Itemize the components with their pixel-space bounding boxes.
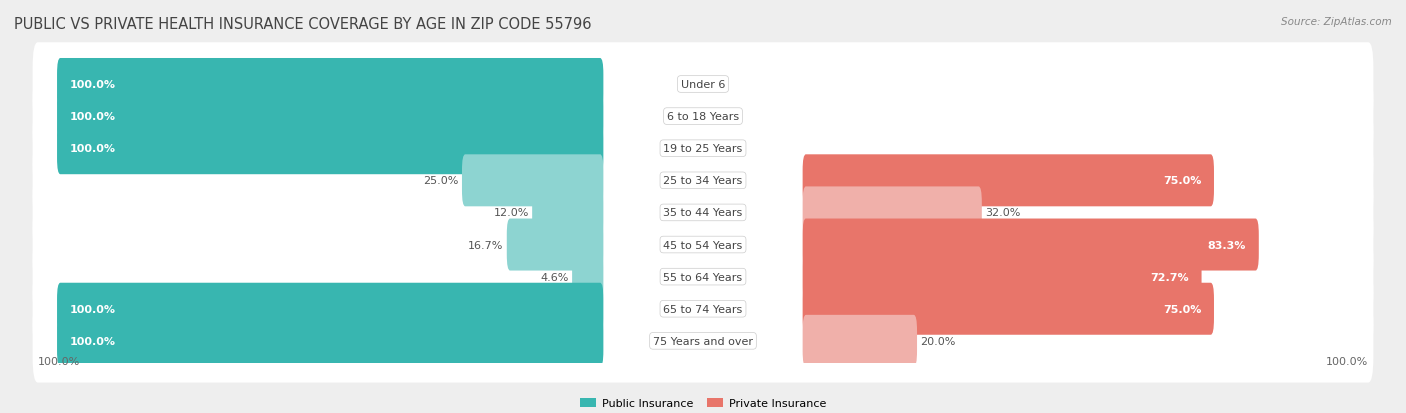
FancyBboxPatch shape (32, 171, 1374, 254)
FancyBboxPatch shape (58, 315, 603, 367)
Text: 32.0%: 32.0% (986, 208, 1021, 218)
FancyBboxPatch shape (32, 299, 1374, 383)
FancyBboxPatch shape (531, 187, 603, 239)
Text: 65 to 74 Years: 65 to 74 Years (664, 304, 742, 314)
FancyBboxPatch shape (32, 139, 1374, 223)
Legend: Public Insurance, Private Insurance: Public Insurance, Private Insurance (579, 398, 827, 408)
Text: 100.0%: 100.0% (70, 336, 115, 346)
Text: 75 Years and over: 75 Years and over (652, 336, 754, 346)
Text: 20.0%: 20.0% (921, 336, 956, 346)
Text: 19 to 25 Years: 19 to 25 Years (664, 144, 742, 154)
FancyBboxPatch shape (506, 219, 603, 271)
Text: 25.0%: 25.0% (423, 176, 458, 186)
FancyBboxPatch shape (803, 187, 981, 239)
Text: 83.3%: 83.3% (1208, 240, 1246, 250)
Text: 4.6%: 4.6% (540, 272, 569, 282)
Text: Under 6: Under 6 (681, 80, 725, 90)
Text: 72.7%: 72.7% (1150, 272, 1188, 282)
FancyBboxPatch shape (32, 235, 1374, 318)
FancyBboxPatch shape (58, 59, 603, 111)
FancyBboxPatch shape (58, 283, 603, 335)
Text: 16.7%: 16.7% (468, 240, 503, 250)
Text: 75.0%: 75.0% (1163, 176, 1201, 186)
Text: 100.0%: 100.0% (70, 112, 115, 122)
FancyBboxPatch shape (803, 251, 1202, 303)
FancyBboxPatch shape (803, 219, 1258, 271)
Text: Source: ZipAtlas.com: Source: ZipAtlas.com (1281, 17, 1392, 26)
FancyBboxPatch shape (58, 91, 603, 143)
Text: 100.0%: 100.0% (38, 356, 80, 366)
FancyBboxPatch shape (803, 155, 1213, 207)
FancyBboxPatch shape (803, 283, 1213, 335)
Text: 12.0%: 12.0% (494, 208, 529, 218)
Text: 45 to 54 Years: 45 to 54 Years (664, 240, 742, 250)
FancyBboxPatch shape (32, 75, 1374, 159)
Text: 75.0%: 75.0% (1163, 304, 1201, 314)
FancyBboxPatch shape (32, 43, 1374, 126)
Text: 6 to 18 Years: 6 to 18 Years (666, 112, 740, 122)
FancyBboxPatch shape (32, 107, 1374, 190)
FancyBboxPatch shape (32, 267, 1374, 351)
FancyBboxPatch shape (32, 203, 1374, 287)
FancyBboxPatch shape (572, 251, 603, 303)
Text: 100.0%: 100.0% (1326, 356, 1368, 366)
FancyBboxPatch shape (463, 155, 603, 207)
FancyBboxPatch shape (58, 123, 603, 175)
FancyBboxPatch shape (803, 315, 917, 367)
Text: 25 to 34 Years: 25 to 34 Years (664, 176, 742, 186)
Text: 55 to 64 Years: 55 to 64 Years (664, 272, 742, 282)
Text: PUBLIC VS PRIVATE HEALTH INSURANCE COVERAGE BY AGE IN ZIP CODE 55796: PUBLIC VS PRIVATE HEALTH INSURANCE COVER… (14, 17, 592, 31)
Text: 100.0%: 100.0% (70, 80, 115, 90)
Text: 35 to 44 Years: 35 to 44 Years (664, 208, 742, 218)
Text: 100.0%: 100.0% (70, 144, 115, 154)
Text: 100.0%: 100.0% (70, 304, 115, 314)
